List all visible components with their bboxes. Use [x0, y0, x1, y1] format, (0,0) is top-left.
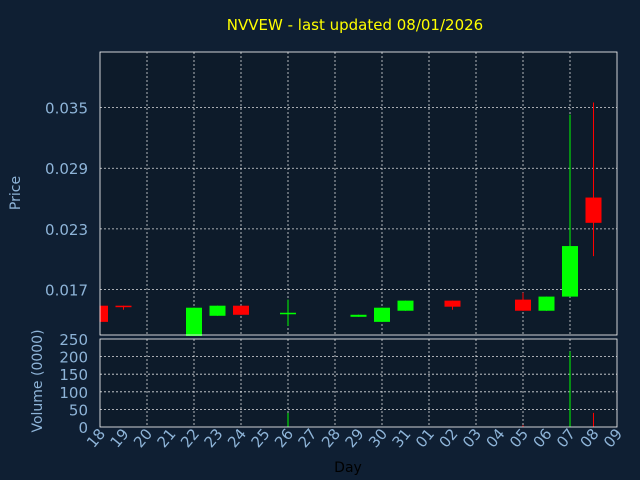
volume-tick-label: 50 — [69, 401, 88, 419]
x-tick-label: 23 — [201, 425, 227, 451]
candle-body — [280, 312, 296, 315]
price-panel — [100, 52, 617, 335]
x-tick-label: 31 — [389, 425, 415, 451]
volume-axis-label: Volume (0000) — [30, 329, 46, 432]
chart-title: NVVEW - last updated 08/01/2026 — [227, 16, 483, 34]
price-axis-ticks: 0.017 0.023 0.029 0.035 — [45, 100, 88, 300]
candle-body — [444, 300, 461, 307]
x-tick-label: 09 — [600, 425, 626, 451]
volume-tick-label: 200 — [59, 349, 88, 367]
x-tick-label: 27 — [295, 425, 321, 451]
candle-body — [562, 246, 578, 297]
candle-body — [100, 305, 108, 322]
volume-tick-label: 250 — [59, 331, 88, 349]
candle-body — [186, 307, 202, 337]
x-tick-label: 03 — [459, 425, 485, 451]
x-tick-label: 06 — [530, 425, 556, 451]
price-tick-label: 0.035 — [45, 100, 88, 118]
x-tick-label: 05 — [506, 425, 532, 451]
x-tick-label: 01 — [412, 425, 438, 451]
candle-body — [115, 305, 132, 308]
x-tick-label: 02 — [436, 425, 462, 451]
x-tick-label: 20 — [130, 425, 156, 451]
price-tick-label: 0.017 — [45, 282, 88, 300]
price-tick-label: 0.029 — [45, 160, 88, 178]
x-tick-label: 30 — [365, 425, 391, 451]
candlestick-series — [99, 102, 602, 337]
candle-body — [233, 305, 249, 315]
x-tick-label: 19 — [107, 425, 133, 451]
x-tick-label: 26 — [271, 425, 297, 451]
volume-frame — [99, 338, 618, 428]
x-tick-label: 07 — [553, 425, 579, 451]
volume-tick-label: 100 — [59, 384, 88, 402]
price-axis-label: Price — [8, 176, 24, 210]
volume-tick-label: 150 — [59, 366, 88, 384]
candle-body — [209, 305, 226, 316]
x-axis-ticks: 1819202122232425262728293031010203040506… — [83, 425, 626, 451]
candle-body — [350, 314, 367, 317]
x-tick-label: 24 — [224, 425, 250, 451]
x-tick-label: 29 — [342, 425, 368, 451]
volume-panel — [100, 339, 617, 427]
x-tick-label: 21 — [154, 425, 180, 451]
x-tick-label: 25 — [248, 425, 274, 451]
volume-tick-label: 0 — [78, 419, 88, 437]
x-tick-label: 22 — [177, 425, 203, 451]
candle-body — [585, 197, 602, 223]
volume-series — [287, 351, 594, 427]
price-tick-label: 0.023 — [45, 221, 88, 239]
x-tick-label: 08 — [577, 425, 603, 451]
candle-body — [397, 300, 414, 311]
x-tick-label: 04 — [483, 425, 509, 451]
candle-body — [515, 299, 531, 311]
x-tick-label: 28 — [318, 425, 344, 451]
candle-body — [538, 296, 555, 311]
price-frame — [99, 51, 618, 336]
x-axis-label: Day — [334, 460, 362, 476]
candle-body — [374, 307, 390, 322]
